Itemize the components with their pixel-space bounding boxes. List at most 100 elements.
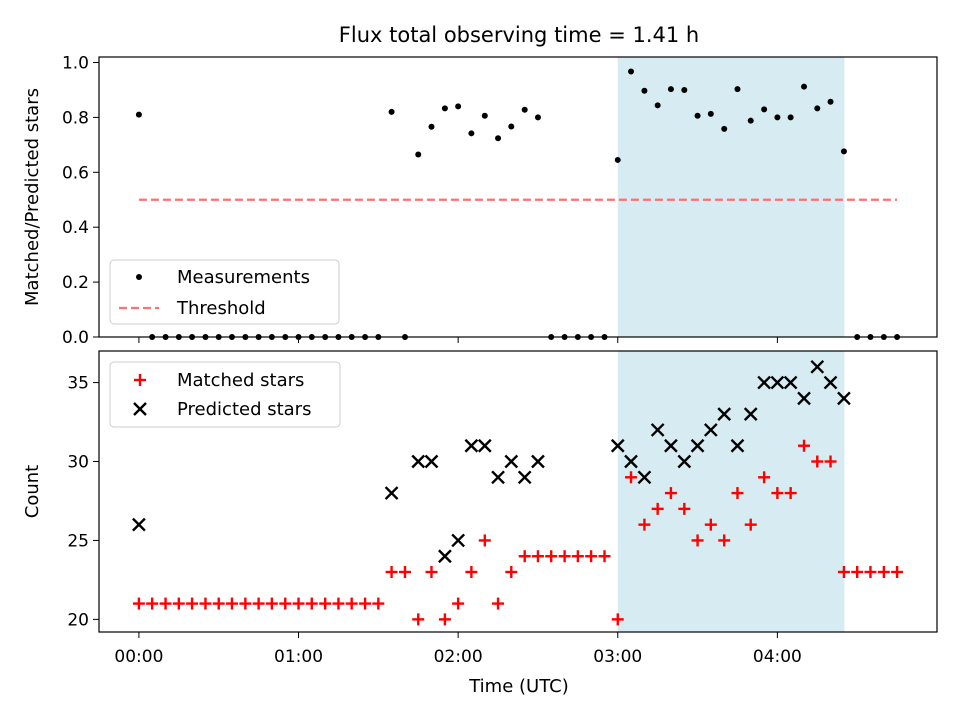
predicted-stars-point [703,423,718,437]
bottom-x-axis-ticks: 00:00 01:00 02:00 03:00 04:00 [114,632,802,667]
measurement-point [707,110,714,117]
x-tick-label: 02:00 [434,647,483,667]
matched-stars-point [851,566,864,579]
bottom-legend-box [109,361,341,428]
matched-stars-point [704,518,717,531]
matched-stars-point [438,613,451,626]
x-tick-label: 03:00 [593,647,642,667]
measurement-point [774,114,781,121]
matched-stars-point [492,597,505,610]
x-tick-label: 00:00 [114,647,163,667]
predicted-stars-point [637,470,652,485]
matched-stars-point [585,550,598,563]
measurement-point [441,105,448,112]
bottom-panel: 20 25 30 35 00:00 01:00 02:00 03:00 04:00 Count… [22,350,938,667]
predicted-stars-point [810,359,825,374]
matched-stars-point [172,597,185,610]
predicted-stars-point [517,470,532,485]
matched-stars-point [664,487,677,500]
y-tick-label: 30 [67,453,89,473]
matched-stars-point [292,597,305,610]
x-axis-label: Time (UTC) [468,676,569,697]
measurement-point [135,111,142,118]
matched-stars-point [891,566,904,579]
predicted-stars-point [610,438,625,453]
y-tick-label: 1.0 [62,53,89,73]
matched-stars-point [305,597,318,610]
matched-stars-point [877,566,890,579]
y-tick-label: 35 [67,374,89,394]
predicted-stars-point [464,438,479,453]
matched-stars-point [691,534,704,547]
measurement-point [428,123,435,130]
legend-predicted-label: Predicted stars [177,399,311,420]
measurement-point [787,114,794,121]
matched-stars-point [478,534,491,547]
matched-stars-point [824,455,837,468]
measurement-point [761,106,768,113]
measurement-point [827,98,834,105]
matched-stars-point [146,597,159,610]
matched-stars-point [398,566,411,579]
legend-threshold-label: Threshold [176,298,266,319]
matched-stars-point [372,597,385,610]
matched-stars-point [678,502,691,515]
x-tick-label: 04:00 [753,647,802,667]
measurement-point [481,112,488,119]
matched-stars-point [837,566,850,579]
predicted-stars-point [438,549,452,564]
matched-stars-point [345,597,358,610]
y-tick-label: 0.0 [62,328,89,348]
predicted-stars-point [664,438,678,453]
predicted-stars-point [823,375,838,390]
top-legend: Measurements Threshold [109,259,340,325]
matched-stars-point [279,597,292,610]
matched-stars-point [332,597,345,610]
matched-stars-point [465,566,478,579]
matched-stars-point [452,597,465,610]
matched-stars-point [771,487,784,500]
measurement-point [681,86,688,93]
measurement-point [747,117,754,124]
predicted-stars-point [132,517,146,532]
predicted-stars-point [690,438,705,453]
legend-matched-label: Matched stars [177,370,304,391]
predicted-stars-point [451,533,465,548]
predicted-stars-point [717,407,732,421]
y-tick-label: 0.4 [62,218,89,238]
predicted-stars-point [424,454,439,469]
y-tick-label: 0.8 [62,108,89,128]
matched-stars-point [518,550,531,563]
predicted-stars-point [411,454,426,469]
legend-predicted-marker [133,402,147,416]
matched-stars-point [385,566,398,579]
y-tick-label: 0.2 [62,273,89,293]
top-y-axis-label: Matched/Predicted stars [22,88,43,306]
measurement-point [721,125,728,132]
matched-stars-point [359,597,372,610]
top-legend-box [109,259,340,325]
predicted-stars-point [491,470,505,485]
measurement-point [641,87,648,94]
matched-stars-point [758,471,771,484]
matched-stars-point [252,597,265,610]
measurement-point [495,135,502,142]
predicted-stars-point [837,391,851,406]
matched-stars-point [412,613,425,626]
x-tick-label: 01:00 [274,647,323,667]
predicted-stars-point [477,438,492,453]
matched-stars-point [505,566,518,579]
matched-stars-point [611,613,624,626]
predicted-stars-point [650,423,665,437]
observing-window-shade-bottom [617,351,845,632]
y-tick-label: 25 [67,531,89,551]
matched-stars-point [718,534,731,547]
y-tick-label: 20 [67,610,89,630]
matched-stars-point [598,550,611,563]
matched-stars-point [798,439,811,452]
predicted-stars-point [384,486,399,500]
measurement-point [667,86,674,93]
bottom-y-axis-ticks: 20 25 30 35 [67,374,99,630]
legend-measurements-label: Measurements [177,267,310,288]
measurement-point [388,108,395,115]
